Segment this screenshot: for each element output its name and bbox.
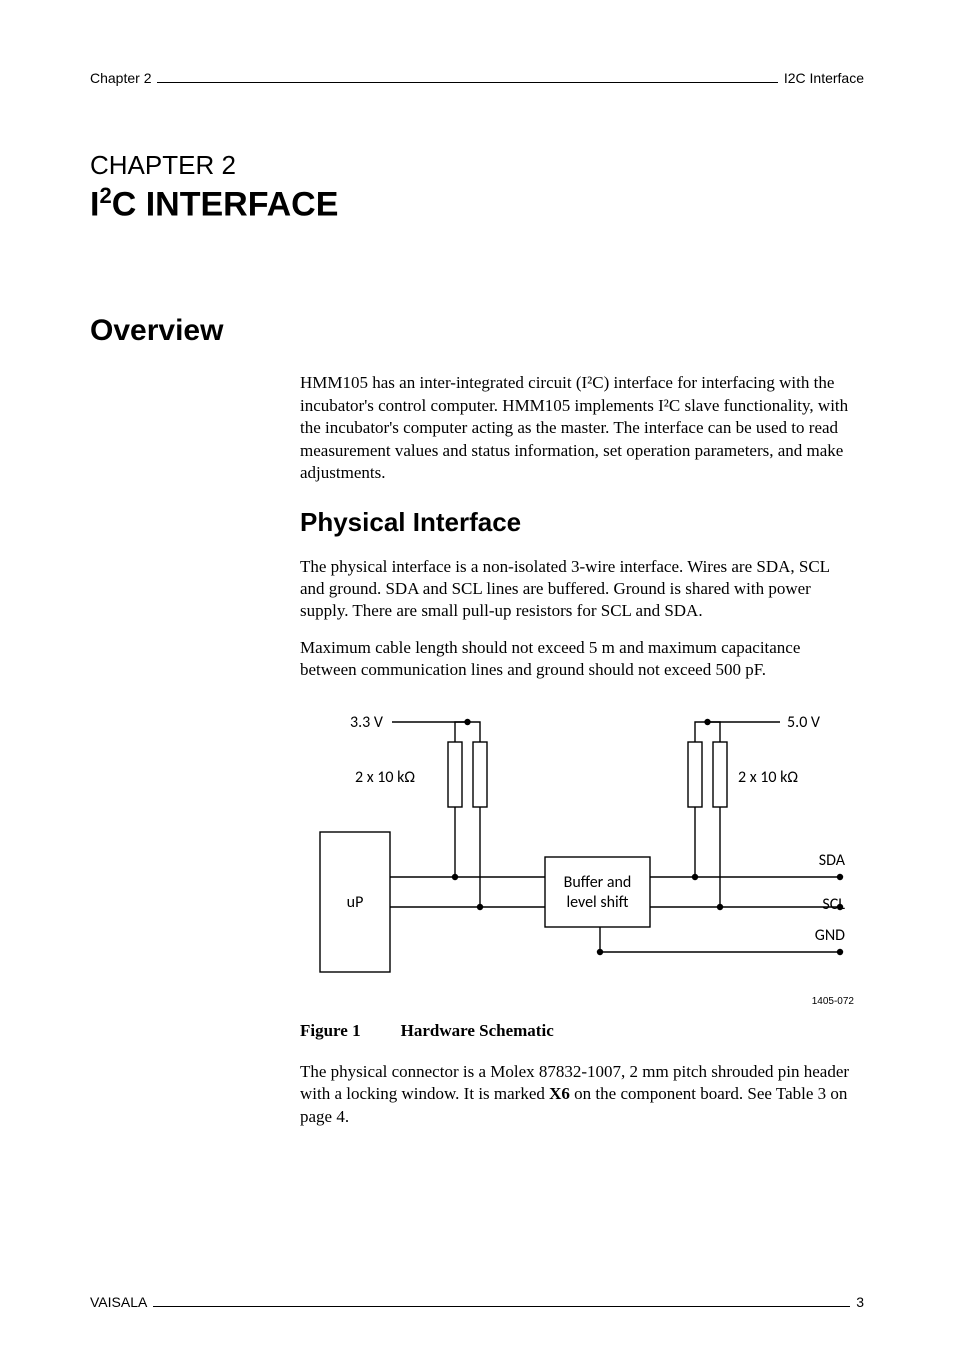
footer-rule — [153, 1306, 850, 1307]
overview-para-1: HMM105 has an inter-integrated circuit (… — [300, 372, 854, 484]
page-header: Chapter 2 I2C Interface — [90, 70, 864, 86]
header-right: I2C Interface — [784, 70, 864, 86]
svg-text:2 x 10 kΩ: 2 x 10 kΩ — [738, 768, 798, 787]
svg-text:GND: GND — [815, 926, 845, 945]
physical-para-1: The physical interface is a non-isolated… — [300, 556, 854, 623]
physical-interface-heading: Physical Interface — [300, 507, 854, 538]
chapter-title-sup: 2 — [99, 183, 111, 208]
svg-text:5.0 V: 5.0 V — [787, 713, 821, 732]
chapter-title-post: C INTERFACE — [112, 185, 339, 223]
hardware-schematic-svg: uP Buffer andlevel shift 3.3 V 2 x 10 kΩ 5.0… — [300, 702, 860, 992]
physical-para-3: The physical connector is a Molex 87832-… — [300, 1061, 854, 1128]
chapter-title: I2C INTERFACE — [90, 183, 864, 224]
svg-text:2 x 10 kΩ: 2 x 10 kΩ — [355, 768, 415, 787]
overview-heading: Overview — [90, 314, 864, 348]
svg-text:uP: uP — [347, 893, 364, 912]
svg-text:level shift: level shift — [566, 893, 628, 912]
figure-label: Figure 1 — [300, 1021, 361, 1040]
figure-title: Hardware Schematic — [401, 1021, 554, 1040]
svg-text:3.3 V: 3.3 V — [350, 713, 384, 732]
physical-para-3-bold: X6 — [549, 1084, 570, 1103]
figure-id: 1405-072 — [300, 996, 854, 1007]
hardware-schematic-figure: uP Buffer andlevel shift 3.3 V 2 x 10 kΩ 5.0… — [300, 702, 854, 1055]
page-footer: VAISALA 3 — [90, 1294, 864, 1310]
svg-text:Buffer and: Buffer and — [564, 873, 632, 892]
figure-caption: Figure 1 Hardware Schematic — [300, 1021, 854, 1041]
footer-left: VAISALA — [90, 1294, 147, 1310]
footer-right: 3 — [856, 1294, 864, 1310]
header-left: Chapter 2 — [90, 70, 151, 86]
svg-text:SDA: SDA — [819, 851, 846, 870]
chapter-label: CHAPTER 2 — [90, 150, 864, 181]
physical-para-2: Maximum cable length should not exceed 5… — [300, 637, 854, 682]
svg-text:SCL: SCL — [822, 895, 845, 914]
header-rule — [157, 82, 777, 83]
